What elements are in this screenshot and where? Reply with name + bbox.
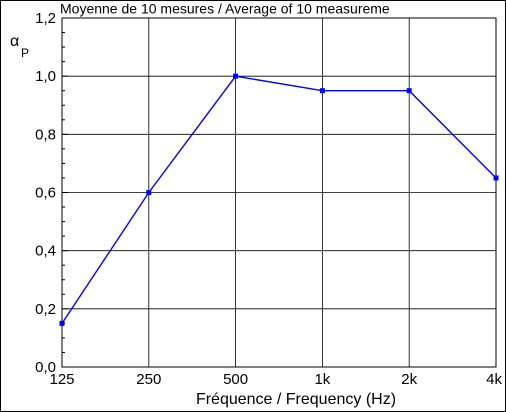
data-point [319,88,325,94]
data-point [59,320,65,326]
data-point [493,175,499,181]
plot-area-border [61,17,497,368]
data-point [146,190,152,195]
y-axis-label-subscript: P [21,46,29,60]
grid [62,17,496,368]
y-tick-label: 0,2 [35,301,56,318]
x-tick-label: 500 [223,371,248,388]
y-tick-label: 0,8 [35,126,56,143]
chart-title: Moyenne de 10 mesures / Average of 10 me… [60,0,390,16]
y-tick-label: 0,4 [35,243,56,260]
data-point [406,88,412,94]
y-tick-label: 1,2 [35,10,56,27]
y-axis-label: α [10,33,19,50]
x-tick-label: 250 [136,371,161,388]
x-tick-labels: 125 250 500 1k 2k 4k [49,371,502,388]
y-tick-label: 0,6 [35,185,56,202]
x-tick-label: 125 [49,371,74,388]
x-tick-label: 1k [314,371,330,388]
data-point [233,73,239,79]
y-tick-label: 1,0 [35,68,56,85]
series-group [59,73,499,326]
y-tick-label: 0,0 [35,359,56,376]
y-tick-labels: 0,0 0,2 0,4 0,6 0,8 1,0 1,2 [35,10,56,376]
x-tick-label: 2k [401,371,417,388]
x-tick-label: 4k [486,371,502,388]
series-line [61,75,497,324]
x-axis-label: Fréquence / Frequency (Hz) [196,391,396,408]
